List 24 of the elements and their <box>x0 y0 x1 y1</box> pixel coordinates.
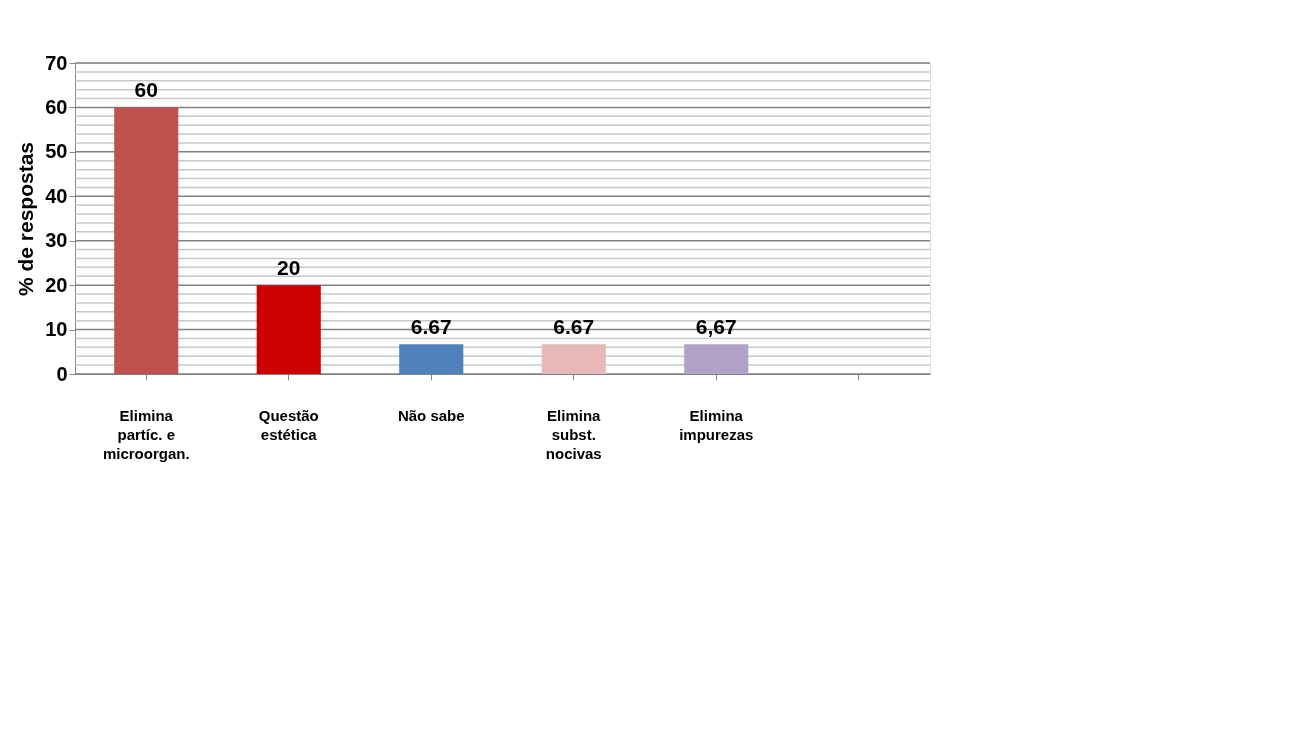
y-tick-label: 0 <box>56 362 68 385</box>
x-tick-label: Questão estética <box>258 406 319 443</box>
y-tick-label: 50 <box>45 140 68 163</box>
bar <box>541 344 606 374</box>
x-tick-label: Não sabe <box>397 406 465 424</box>
y-tick-label: 60 <box>45 95 68 118</box>
data-label: 20 <box>277 256 301 280</box>
x-tick-label: Elimina partíc. e microorgan. <box>102 406 190 462</box>
x-tick-label: Elimina impurezas <box>679 406 754 443</box>
y-tick-label: 20 <box>45 273 68 296</box>
bar <box>256 285 321 374</box>
data-label: 6,67 <box>695 315 737 339</box>
bar <box>684 344 749 374</box>
y-tick-label: 10 <box>45 318 68 341</box>
data-label: 6.67 <box>553 315 595 339</box>
y-tick-label: 70 <box>45 51 68 74</box>
data-label: 60 <box>134 78 158 102</box>
data-label: 6.67 <box>410 315 452 339</box>
bar <box>399 344 464 374</box>
x-tick-label: Elimina subst. nocivas <box>545 406 602 462</box>
bar <box>114 107 179 374</box>
y-tick-label: 40 <box>45 184 68 207</box>
y-axis-title: % de respostas <box>14 141 38 297</box>
y-tick-label: 30 <box>45 229 68 252</box>
